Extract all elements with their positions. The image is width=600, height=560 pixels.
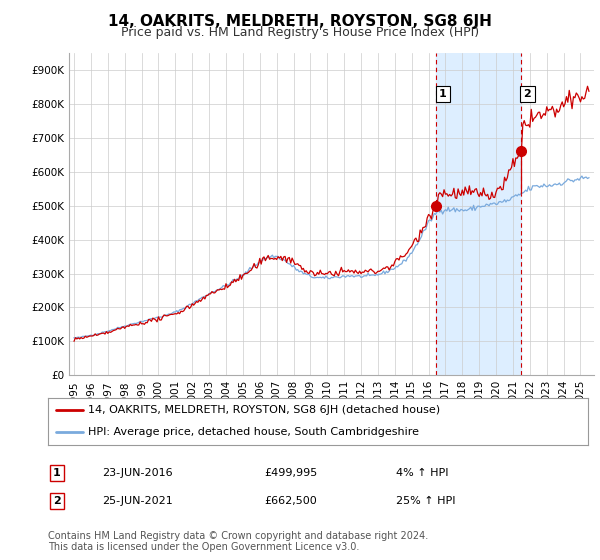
Text: 1: 1: [53, 468, 61, 478]
Text: 25% ↑ HPI: 25% ↑ HPI: [396, 496, 455, 506]
Text: £499,995: £499,995: [264, 468, 317, 478]
Text: HPI: Average price, detached house, South Cambridgeshire: HPI: Average price, detached house, Sout…: [89, 427, 419, 437]
Text: 25-JUN-2021: 25-JUN-2021: [102, 496, 173, 506]
Text: Contains HM Land Registry data © Crown copyright and database right 2024.
This d: Contains HM Land Registry data © Crown c…: [48, 531, 428, 553]
Text: 4% ↑ HPI: 4% ↑ HPI: [396, 468, 449, 478]
Bar: [436, 53, 521, 375]
Text: £662,500: £662,500: [264, 496, 317, 506]
Text: 2: 2: [524, 89, 532, 99]
Text: 2: 2: [53, 496, 61, 506]
Text: 1: 1: [439, 89, 447, 99]
Text: 23-JUN-2016: 23-JUN-2016: [102, 468, 173, 478]
Text: 14, OAKRITS, MELDRETH, ROYSTON, SG8 6JH (detached house): 14, OAKRITS, MELDRETH, ROYSTON, SG8 6JH …: [89, 405, 440, 416]
Text: 14, OAKRITS, MELDRETH, ROYSTON, SG8 6JH: 14, OAKRITS, MELDRETH, ROYSTON, SG8 6JH: [108, 14, 492, 29]
Text: Price paid vs. HM Land Registry's House Price Index (HPI): Price paid vs. HM Land Registry's House …: [121, 26, 479, 39]
